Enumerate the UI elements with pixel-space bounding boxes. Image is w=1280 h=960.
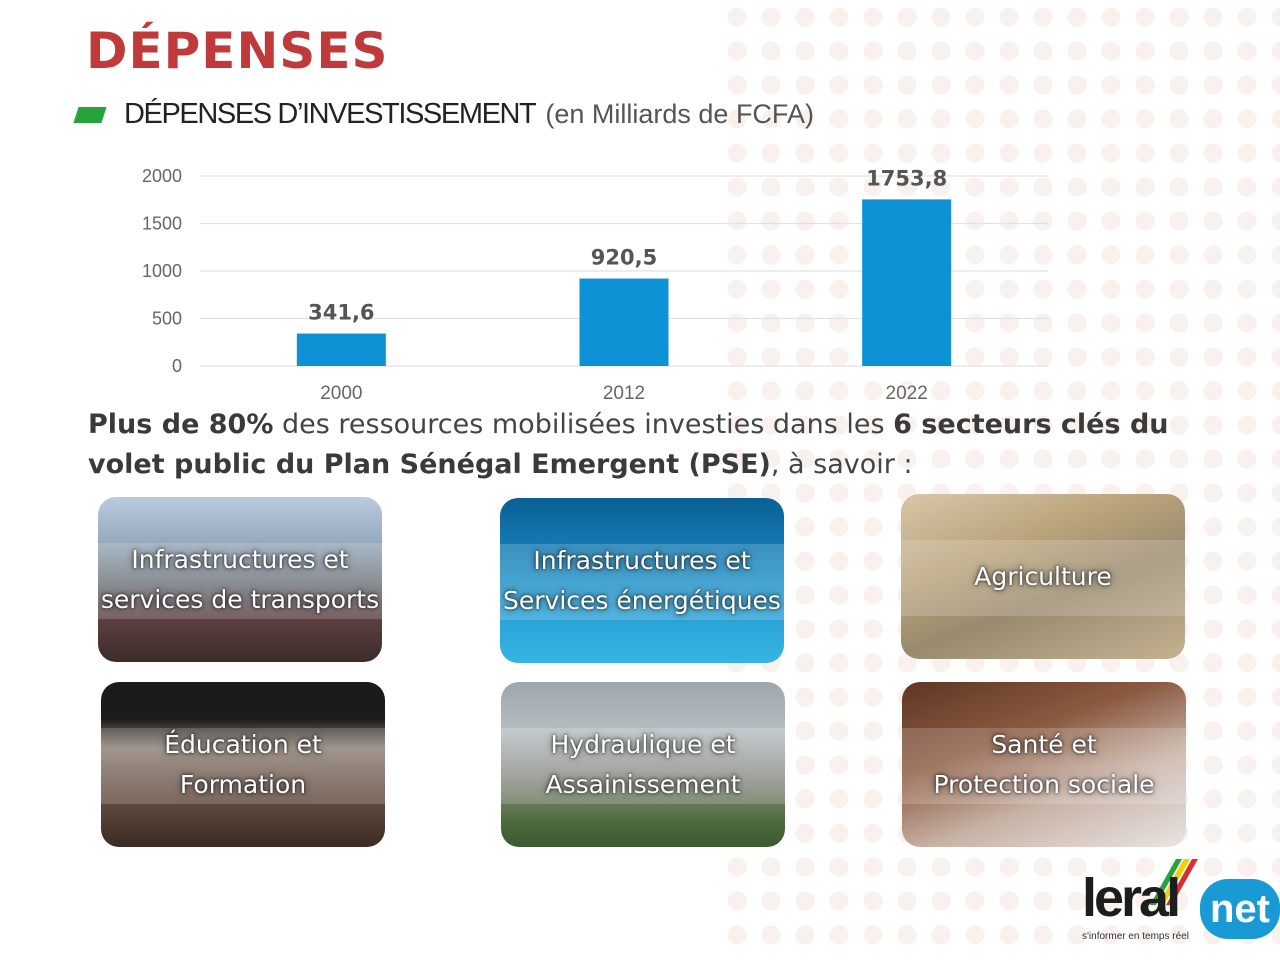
bar-2022: [862, 199, 952, 366]
intro-text-2: , à savoir :: [770, 449, 913, 480]
sector-label-health: Santé et Protection sociale: [933, 725, 1154, 805]
data-label-2022: 1753,8: [866, 166, 947, 190]
bar-2000: [296, 333, 386, 366]
logo-text: leral: [1082, 868, 1181, 928]
x-tick-label-2012: 2012: [603, 383, 645, 404]
subtitle: DÉPENSES D’INVESTISSEMENT: [124, 98, 537, 130]
y-tick-label: 0: [172, 356, 182, 376]
green-bullet-icon: [73, 106, 107, 123]
sector-label-line1: Infrastructures et: [131, 544, 349, 574]
investment-bar-chart: 0 500 1000 1500 2000 341,6 2000 920,5 2012 1753,8…: [142, 166, 1048, 404]
sector-label-line1: Hydraulique et: [550, 729, 736, 759]
sector-label-line1: Santé et: [991, 729, 1097, 759]
sector-tile-agriculture[interactable]: Agriculture: [901, 494, 1185, 659]
leral-net-logo[interactable]: leral net s'informer en temps réel: [1080, 855, 1280, 950]
sector-tile-transports[interactable]: Infrastructures et services de transport…: [98, 497, 382, 662]
flag-stripes-icon: [1150, 859, 1198, 905]
sector-label-line1: Infrastructures et: [533, 545, 751, 575]
intro-text-1: des ressources mobilisées investies dans…: [273, 409, 894, 440]
sector-label-line2: Protection sociale: [933, 769, 1155, 799]
sector-tile-education[interactable]: Éducation et Formation: [101, 682, 385, 847]
sector-label-line2: Assainissement: [545, 769, 741, 799]
sector-tile-energy[interactable]: Infrastructures et Services énergétiques: [500, 498, 784, 663]
y-tick-label: 500: [152, 309, 182, 329]
intro-paragraph: Plus de 80% des ressources mobilisées in…: [88, 405, 1208, 485]
y-tick-label: 1500: [142, 214, 182, 234]
sector-label-line1: Éducation et: [164, 729, 322, 759]
sector-tile-water[interactable]: Hydraulique et Assainissement: [501, 682, 785, 847]
subtitle-row: DÉPENSES D’INVESTISSEMENT (en Milliards …: [73, 98, 814, 131]
logo-badge: net: [1200, 879, 1280, 939]
data-label-2012: 920,5: [591, 246, 657, 270]
sector-label-education: Éducation et Formation: [164, 725, 322, 805]
sector-tile-health[interactable]: Santé et Protection sociale: [902, 682, 1186, 847]
subtitle-unit: (en Milliards de FCFA): [545, 99, 814, 129]
intro-bold-percent: Plus de 80%: [88, 409, 274, 440]
y-tick-label: 2000: [142, 166, 182, 186]
sector-label-transports: Infrastructures et services de transport…: [101, 540, 379, 620]
sector-label-agriculture: Agriculture: [974, 557, 1112, 597]
x-tick-label-2022: 2022: [886, 383, 928, 404]
sector-label-line2: services de transports: [100, 584, 380, 614]
sector-label-water: Hydraulique et Assainissement: [545, 725, 740, 805]
data-label-2000: 341,6: [308, 301, 374, 325]
sector-label-energy: Infrastructures et Services énergétiques: [503, 541, 781, 621]
sector-label-line2: Services énergétiques: [503, 585, 781, 615]
x-tick-label-2000: 2000: [320, 383, 362, 404]
intro-bold-sectors: 6 secteurs clés du volet public du Plan …: [88, 409, 1169, 480]
logo-tagline: s'informer en temps réel: [1082, 931, 1189, 942]
y-tick-label: 1000: [142, 261, 182, 281]
page-title: DÉPENSES: [86, 22, 389, 80]
sector-label-line1: Agriculture: [974, 561, 1112, 591]
bar-2012: [579, 278, 669, 366]
sector-label-line2: Formation: [179, 769, 307, 799]
